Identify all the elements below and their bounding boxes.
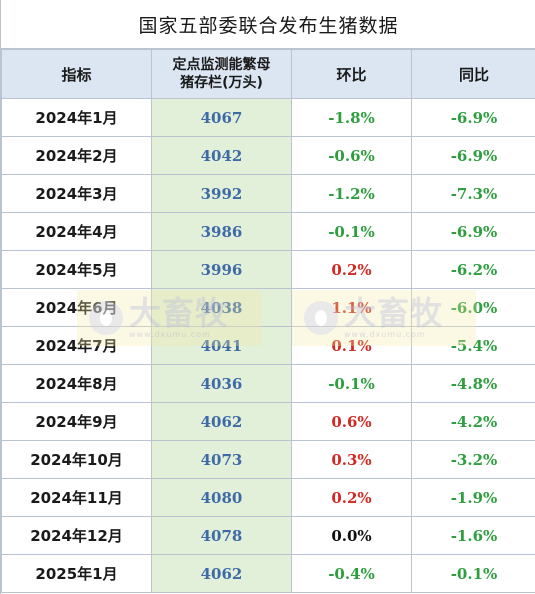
month-cell: 2024年10月 (1, 440, 152, 479)
month-cell: 2024年6月 (1, 288, 152, 327)
yoy-cell: -6.9% (411, 136, 535, 175)
yoy-cell: -4.2% (411, 402, 535, 441)
mom-cell: 0.2% (291, 250, 412, 289)
stock-cell: 4036 (151, 364, 292, 403)
header-stock-line2: 猪存栏(万头) (180, 75, 263, 91)
mom-cell: 1.1% (291, 288, 412, 327)
header-stock: 定点监测能繁母 猪存栏(万头) (151, 49, 292, 99)
mom-cell: -1.2% (291, 174, 412, 213)
stock-cell: 3992 (151, 174, 292, 213)
header-stock-line1: 定点监测能繁母 (172, 57, 271, 73)
yoy-cell: -4.8% (411, 364, 535, 403)
mom-cell: -0.4% (291, 554, 412, 593)
table-row: 2024年5月 3996 0.2% -6.2% (1, 250, 535, 289)
yoy-cell: -5.4% (411, 326, 535, 365)
table-row: 2024年4月 3986 -0.1% -6.9% (1, 212, 535, 251)
month-cell: 2024年3月 (1, 174, 152, 213)
table-row: 2024年3月 3992 -1.2% -7.3% (1, 174, 535, 213)
stock-cell: 4041 (151, 326, 292, 365)
month-cell: 2024年1月 (1, 98, 152, 137)
yoy-cell: -1.6% (411, 516, 535, 555)
mom-cell: -0.6% (291, 136, 412, 175)
stock-cell: 4038 (151, 288, 292, 327)
header-mom: 环比 (291, 49, 412, 99)
table-row: 2024年2月 4042 -0.6% -6.9% (1, 136, 535, 175)
header-row: 指标 定点监测能繁母 猪存栏(万头) 环比 同比 (1, 49, 535, 99)
month-cell: 2024年4月 (1, 212, 152, 251)
yoy-cell: -6.9% (411, 212, 535, 251)
month-cell: 2024年12月 (1, 516, 152, 555)
yoy-cell: -0.1% (411, 554, 535, 593)
stock-cell: 4062 (151, 402, 292, 441)
table-row: 2024年11月 4080 0.2% -1.9% (1, 478, 535, 517)
yoy-cell: -6.0% (411, 288, 535, 327)
mom-cell: 0.2% (291, 478, 412, 517)
table-row: 2024年12月 4078 0.0% -1.6% (1, 516, 535, 555)
header-indicator: 指标 (1, 49, 152, 99)
stock-cell: 4067 (151, 98, 292, 137)
month-cell: 2024年9月 (1, 402, 152, 441)
month-cell: 2024年2月 (1, 136, 152, 175)
month-cell: 2024年8月 (1, 364, 152, 403)
table-row: 2024年9月 4062 0.6% -4.2% (1, 402, 535, 441)
yoy-cell: -6.9% (411, 98, 535, 137)
stock-cell: 4080 (151, 478, 292, 517)
mom-cell: 0.3% (291, 440, 412, 479)
month-cell: 2024年11月 (1, 478, 152, 517)
table-row: 2024年6月 4038 1.1% -6.0% (1, 288, 535, 327)
mom-cell: 0.0% (291, 516, 412, 555)
mom-cell: 0.6% (291, 402, 412, 441)
table-row: 2024年10月 4073 0.3% -3.2% (1, 440, 535, 479)
stock-cell: 4073 (151, 440, 292, 479)
yoy-cell: -7.3% (411, 174, 535, 213)
mom-cell: -1.8% (291, 98, 412, 137)
yoy-cell: -6.2% (411, 250, 535, 289)
table-row: 2025年1月 4062 -0.4% -0.1% (1, 554, 535, 593)
table-title: 国家五部委联合发布生猪数据 (1, 0, 535, 49)
stock-cell: 3996 (151, 250, 292, 289)
pig-data-table: 指标 定点监测能繁母 猪存栏(万头) 环比 同比 2024年1月 4067 -1.8… (1, 49, 535, 593)
mom-cell: 0.1% (291, 326, 412, 365)
table-row: 2024年8月 4036 -0.1% -4.8% (1, 364, 535, 403)
yoy-cell: -3.2% (411, 440, 535, 479)
stock-cell: 4062 (151, 554, 292, 593)
yoy-cell: -1.9% (411, 478, 535, 517)
stock-cell: 4078 (151, 516, 292, 555)
month-cell: 2024年5月 (1, 250, 152, 289)
mom-cell: -0.1% (291, 212, 412, 251)
table-row: 2024年1月 4067 -1.8% -6.9% (1, 98, 535, 137)
month-cell: 2025年1月 (1, 554, 152, 593)
header-yoy: 同比 (411, 49, 535, 99)
month-cell: 2024年7月 (1, 326, 152, 365)
mom-cell: -0.1% (291, 364, 412, 403)
stock-cell: 3986 (151, 212, 292, 251)
table-row: 2024年7月 4041 0.1% -5.4% (1, 326, 535, 365)
stock-cell: 4042 (151, 136, 292, 175)
